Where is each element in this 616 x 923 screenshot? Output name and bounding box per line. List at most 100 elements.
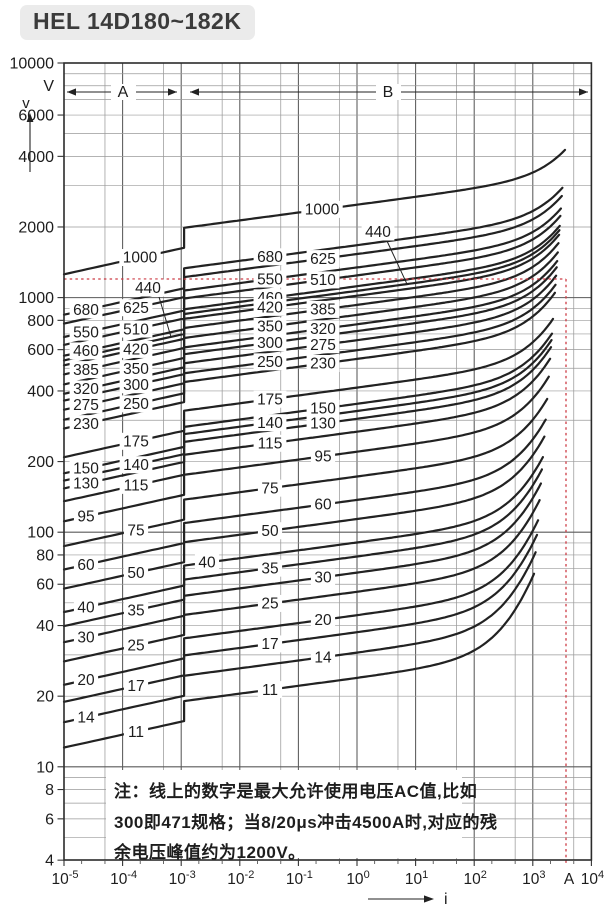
region-b-label: B [383, 84, 394, 101]
label-mask [306, 300, 340, 318]
y-tick-label: 60 [36, 577, 54, 594]
y-tick-label: 1000 [18, 290, 54, 307]
label-mask [361, 223, 395, 241]
x-tick-label: 10-3 [169, 869, 196, 888]
curve-label-11-b: 11 [262, 682, 278, 699]
label-mask [119, 476, 153, 494]
page-title: HEL 14D180~182K [20, 5, 256, 40]
label-mask [119, 249, 161, 267]
y-tick-label: 200 [27, 454, 54, 471]
label-mask [123, 564, 149, 582]
label-mask [73, 671, 99, 689]
label-mask [253, 318, 287, 336]
x-tick-label: 10-5 [51, 869, 78, 888]
curve-label-35-a: 35 [127, 602, 144, 619]
curve-label-300-b: 300 [257, 335, 283, 352]
note-line-3: 余电压峰值约为1200V。 [113, 842, 306, 862]
curve-label-350-a: 350 [123, 361, 149, 378]
curve-label-440-a: 440 [135, 280, 161, 297]
label-mask [310, 568, 336, 586]
curve-label-17-b: 17 [261, 636, 278, 653]
y-tick-label: 600 [27, 342, 54, 359]
curve-420 [62, 233, 561, 367]
curve-label-75-a: 75 [127, 522, 144, 539]
curve-label-510-a: 510 [123, 321, 149, 338]
x-tick-label: 10-1 [286, 869, 313, 888]
curve-label-385-a: 385 [73, 362, 99, 379]
label-mask [306, 354, 340, 372]
y-tick-label: 4000 [18, 149, 54, 166]
label-mask [73, 598, 99, 616]
curve-label-50-b: 50 [261, 523, 279, 540]
x-tick-label: 103 [522, 869, 545, 888]
x-tick-label: 101 [405, 869, 428, 888]
label-mask [306, 399, 340, 417]
y-tick-label: 10 [36, 759, 54, 776]
curve-label-40-a: 40 [77, 599, 95, 616]
label-mask [310, 447, 336, 465]
label-mask [257, 559, 283, 577]
x-axis-right-arrowhead [424, 895, 434, 903]
label-mask [69, 323, 103, 341]
curve-35 [62, 468, 544, 628]
curve-label-60-a: 60 [77, 557, 95, 574]
curve-label-25-a: 25 [127, 638, 144, 655]
y-axis-side-label: v [22, 95, 30, 112]
label-mask [306, 250, 340, 268]
label-mask [73, 507, 99, 525]
y-tick-label: 40 [36, 618, 54, 635]
y-tick-label: 20 [36, 689, 54, 706]
y-tick-label: 80 [36, 547, 54, 564]
label-mask [119, 299, 153, 317]
curve-75 [62, 397, 549, 548]
label-mask [123, 637, 149, 655]
curve-label-460-a: 460 [73, 343, 99, 360]
curve-label-1000-a: 1000 [123, 250, 158, 267]
label-mask [123, 601, 149, 619]
label-mask [306, 414, 340, 432]
label-mask [253, 298, 287, 316]
y-tick-label: 4 [45, 853, 54, 870]
y-tick-label: 10000 [10, 56, 55, 73]
y-axis-up-arrowhead [26, 113, 34, 122]
label-mask [253, 334, 287, 352]
label-mask [119, 456, 153, 474]
label-mask [69, 475, 103, 493]
curve-label-625-a: 625 [123, 300, 149, 317]
curve-680 [62, 186, 564, 316]
curve-label-250-b: 250 [257, 354, 283, 371]
curve-label-510-b: 510 [310, 272, 336, 289]
curve-label-230-a: 230 [73, 416, 99, 433]
label-mask [306, 271, 340, 289]
label-mask [253, 390, 287, 408]
x-tick-label: 100 [346, 869, 369, 888]
note-line-1: 注：线上的数字是最大允许使用电压AC值,比如 [114, 781, 477, 801]
label-mask [253, 248, 287, 266]
curve-label-550-b: 550 [257, 271, 283, 288]
curve-label-95-b: 95 [314, 448, 331, 465]
curve-440 [62, 229, 561, 362]
curve-label-40-b: 40 [198, 555, 216, 572]
curve-label-420-a: 420 [123, 342, 149, 359]
label-mask [253, 270, 287, 288]
y-tick-label: 400 [27, 383, 54, 400]
label-mask [69, 459, 103, 477]
curve-label-14-b: 14 [314, 649, 332, 666]
curve-label-680-a: 680 [73, 302, 99, 319]
label-mask [73, 556, 99, 574]
leader-line-440-b [386, 240, 408, 285]
region-a-left-arrowhead [67, 88, 76, 96]
curve-label-320-a: 320 [73, 381, 99, 398]
curve-label-130-b: 130 [310, 416, 336, 433]
curve-label-300-a: 300 [123, 377, 149, 394]
y-tick-label: 800 [27, 313, 54, 330]
x-axis-arrow-label: i [444, 891, 448, 908]
curve-label-25-b: 25 [261, 596, 278, 613]
label-mask [310, 611, 336, 629]
label-mask [257, 522, 283, 540]
x-tick-label: 10-2 [227, 869, 254, 888]
label-mask [119, 320, 153, 338]
label-mask [69, 415, 103, 433]
